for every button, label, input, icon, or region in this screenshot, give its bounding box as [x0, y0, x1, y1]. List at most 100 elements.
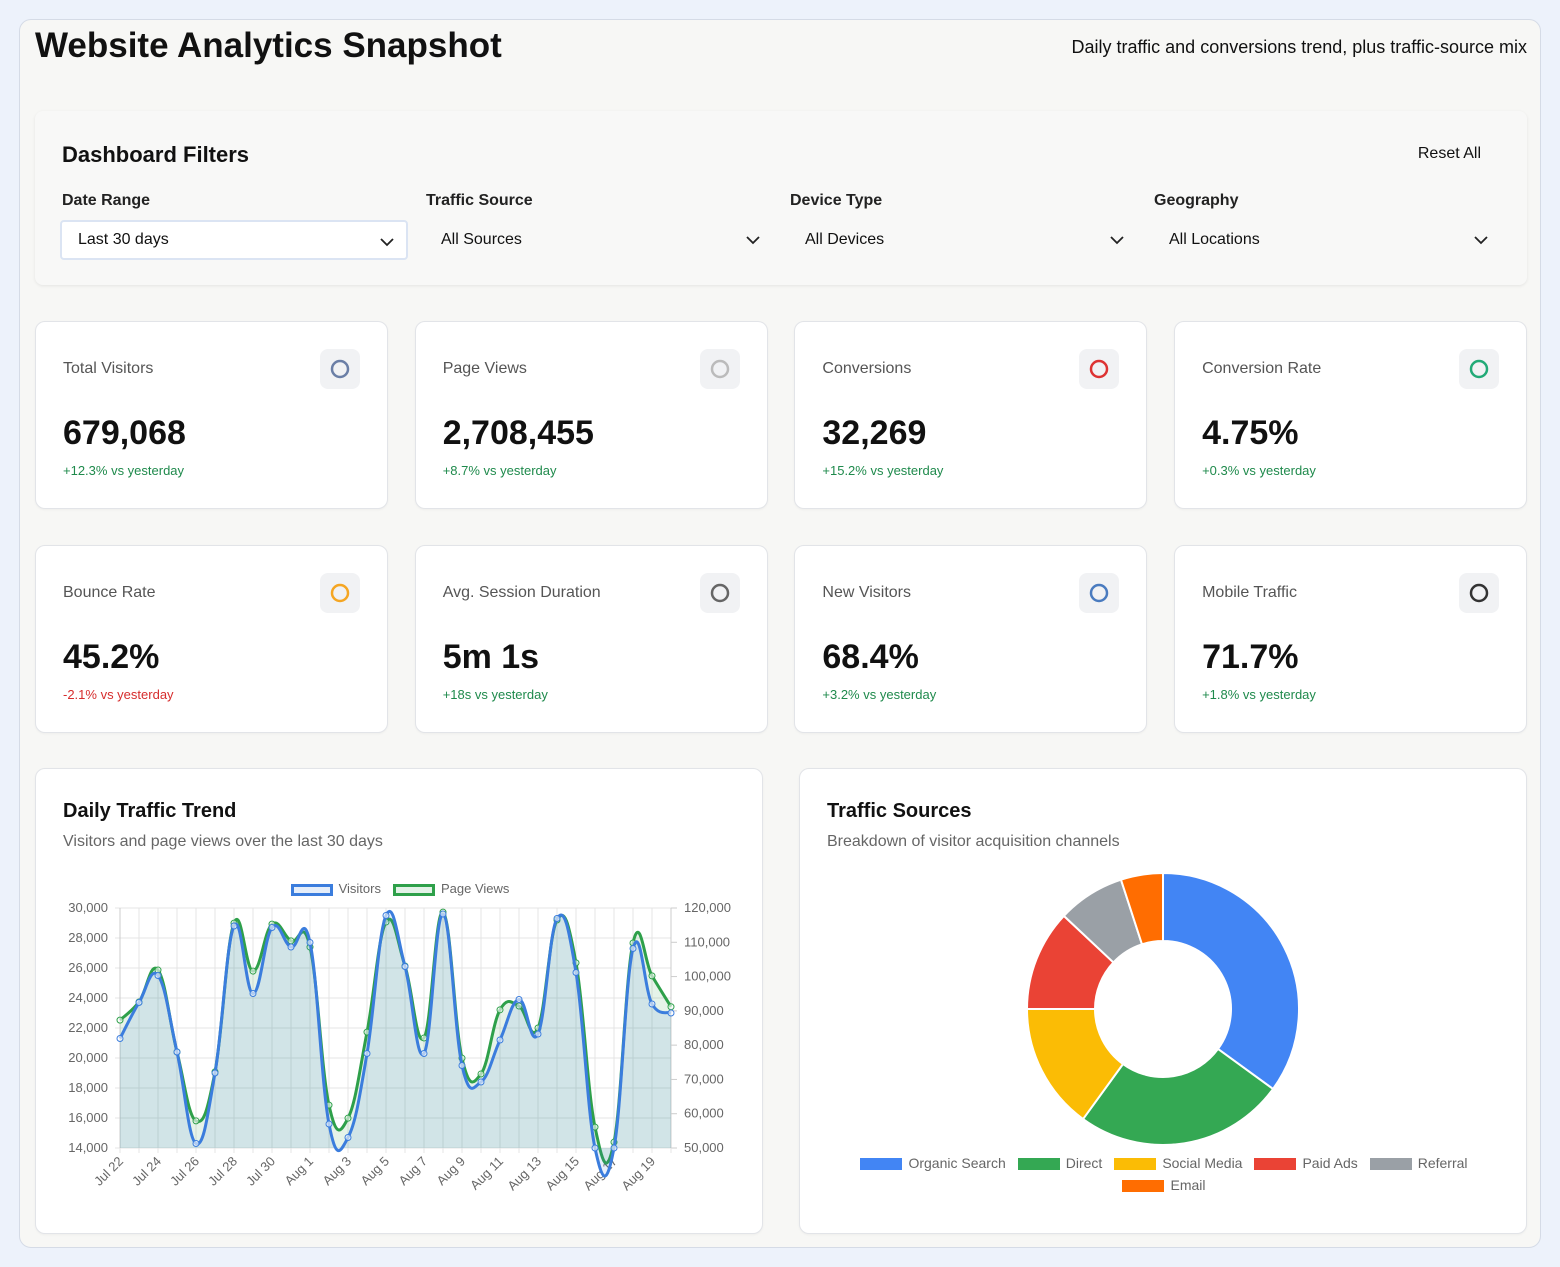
x-tick-label: Aug 9 — [433, 1154, 468, 1189]
legend-swatch — [1254, 1158, 1297, 1171]
kpi-change: +18s vs yesterday — [442, 687, 548, 702]
icon-glyph — [710, 583, 729, 603]
sources-card: Traffic Sources Breakdown of visitor acq… — [799, 768, 1527, 1234]
y-tick-label: 22,000 — [68, 1020, 108, 1035]
filter-select[interactable]: Last 30 days — [60, 220, 408, 260]
chevron — [1110, 236, 1124, 245]
kpi-label: Avg. Session Duration — [442, 584, 601, 601]
data-point — [287, 943, 295, 951]
kpi-change: +1.8% vs yesterday — [1202, 687, 1316, 702]
data-point — [439, 910, 447, 918]
y-tick-label: 28,000 — [68, 930, 108, 945]
legend-swatch — [1122, 1180, 1165, 1193]
kpi-label: Conversions — [822, 360, 912, 377]
kpi-value: 32,269 — [822, 414, 927, 452]
y2-tick-label: 90,000 — [684, 1003, 724, 1018]
data-point — [116, 1016, 124, 1024]
y2-tick-label: 70,000 — [684, 1071, 724, 1086]
y2-tick-label: 60,000 — [684, 1106, 724, 1121]
legend-item: Social Media — [1114, 1155, 1242, 1171]
kpi-card: Conversions 32,269 +15.2% vs yesterday — [794, 321, 1148, 509]
legend-item: Direct — [1017, 1155, 1102, 1171]
x-tick-label: Aug 1 — [281, 1154, 316, 1189]
data-point — [420, 1050, 428, 1057]
y2-tick-label: 100,000 — [684, 969, 731, 984]
trend-card: Daily Traffic Trend Visitors and page vi… — [35, 768, 763, 1234]
x-tick-label: Aug 13 — [504, 1154, 544, 1194]
legend-label: Visitors — [338, 881, 381, 896]
y2-tick-label: 110,000 — [684, 934, 730, 949]
data-point — [211, 1069, 219, 1077]
filter-label: Device Type — [790, 192, 883, 209]
kpi-icon — [320, 349, 360, 389]
legend-label: Email — [1170, 1177, 1206, 1193]
data-point — [363, 1050, 371, 1057]
chevron — [380, 238, 394, 247]
kpi-icon — [1459, 349, 1500, 389]
data-point — [648, 1000, 656, 1008]
y-tick-label: 24,000 — [68, 990, 108, 1005]
filter-title: Dashboard Filters — [62, 142, 250, 167]
data-point — [344, 1114, 352, 1122]
kpi-label: Page Views — [442, 360, 527, 377]
kpi-change: +12.3% vs yesterday — [63, 463, 185, 478]
filter-select[interactable]: All Locations — [1152, 220, 1500, 260]
data-point — [173, 1048, 181, 1056]
kpi-card: Conversion Rate 4.75% +0.3% vs yesterday — [1174, 321, 1528, 509]
data-point — [116, 1035, 124, 1042]
kpi-icon — [1459, 573, 1500, 613]
y-tick-label: 14,000 — [68, 1140, 108, 1155]
data-point — [458, 1062, 466, 1069]
kpi-change: +15.2% vs yesterday — [822, 463, 944, 478]
kpi-card: Mobile Traffic 71.7% +1.8% vs yesterday — [1174, 545, 1528, 733]
data-point — [249, 990, 257, 997]
chevron-icon — [380, 238, 394, 247]
legend-swatch — [1114, 1158, 1157, 1171]
x-tick-label: Jul 22 — [91, 1154, 126, 1189]
data-point — [591, 1144, 599, 1152]
data-point — [496, 1006, 504, 1014]
y-tick-label: 26,000 — [68, 960, 108, 975]
doughnut-slice — [1081, 1047, 1275, 1146]
data-point — [230, 922, 238, 930]
legend-swatch — [860, 1158, 903, 1171]
legend-item: Page Views — [392, 881, 509, 896]
data-point — [477, 1078, 485, 1086]
kpi-label: Mobile Traffic — [1202, 584, 1297, 601]
data-point — [553, 915, 561, 922]
reset-button[interactable]: Reset All — [1417, 145, 1481, 162]
legend-swatch — [392, 883, 435, 896]
data-point — [534, 1030, 542, 1038]
kpi-label: New Visitors — [822, 584, 912, 601]
x-tick-label: Jul 30 — [243, 1154, 278, 1189]
kpi-change: -2.1% vs yesterday — [63, 687, 174, 702]
data-point — [515, 1002, 523, 1010]
filter-select[interactable]: All Sources — [424, 220, 772, 260]
y2-tick-label: 80,000 — [684, 1037, 724, 1052]
series-line — [118, 909, 672, 1178]
data-point — [154, 972, 162, 979]
y-tick-label: 20,000 — [68, 1050, 108, 1065]
filter-label: Traffic Source — [426, 192, 533, 209]
kpi-icon — [1079, 349, 1120, 389]
kpi-card: Avg. Session Duration 5m 1s +18s vs yester… — [414, 545, 768, 733]
x-tick-label: Jul 24 — [129, 1154, 164, 1189]
chart-title: Traffic Sources — [827, 800, 972, 822]
legend-item: Organic Search — [860, 1155, 1006, 1171]
chevron — [746, 236, 760, 245]
page-title: Website Analytics Snapshot — [35, 26, 502, 65]
kpi-change: +3.2% vs yesterday — [822, 687, 937, 702]
chart-subtitle: Breakdown of visitor acquisition channel… — [827, 833, 1120, 850]
x-tick-label: Jul 28 — [205, 1154, 240, 1189]
legend-item: Referral — [1369, 1155, 1468, 1171]
doughnut-slice — [1162, 871, 1300, 1091]
kpi-label: Conversion Rate — [1202, 360, 1322, 377]
x-tick-label: Aug 15 — [542, 1154, 582, 1194]
filter-panel: Dashboard Filters Reset All Date Range La… — [35, 111, 1527, 285]
filter-select[interactable]: All Devices — [788, 220, 1136, 260]
legend-label: Referral — [1417, 1155, 1468, 1171]
kpi-icon — [699, 349, 740, 389]
legend-item: Paid Ads — [1254, 1155, 1358, 1171]
filter-label: Date Range — [62, 192, 151, 209]
